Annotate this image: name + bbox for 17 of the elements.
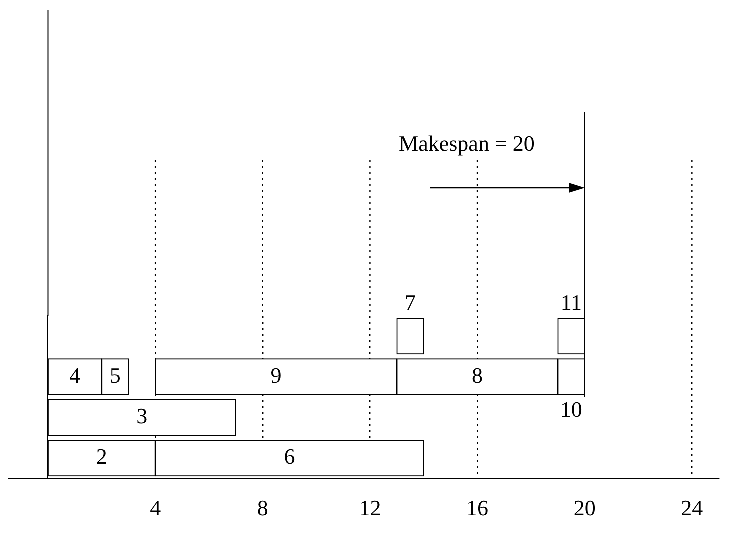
series-label: 4 (70, 362, 81, 388)
series-label: 11 (560, 290, 582, 316)
series-label: 9 (270, 362, 282, 388)
series-label: 8 (472, 362, 484, 388)
series-label: 6 (284, 444, 296, 470)
x-tick-label: 20 (574, 496, 596, 521)
series-label: 7 (404, 290, 416, 316)
series-label: 5 (110, 362, 121, 388)
x-tick-label: 24 (681, 496, 704, 521)
x-tick-label: 4 (150, 496, 162, 521)
series-label: 3 (136, 403, 148, 428)
series-label: 10 (560, 396, 582, 422)
ref-line-label: Makespan = 20 (399, 130, 535, 156)
x-tick-label: 8 (257, 496, 268, 521)
x-tick-label: 16 (466, 496, 489, 521)
x-tick-label: 12 (359, 496, 382, 521)
series-label: 2 (96, 444, 108, 470)
